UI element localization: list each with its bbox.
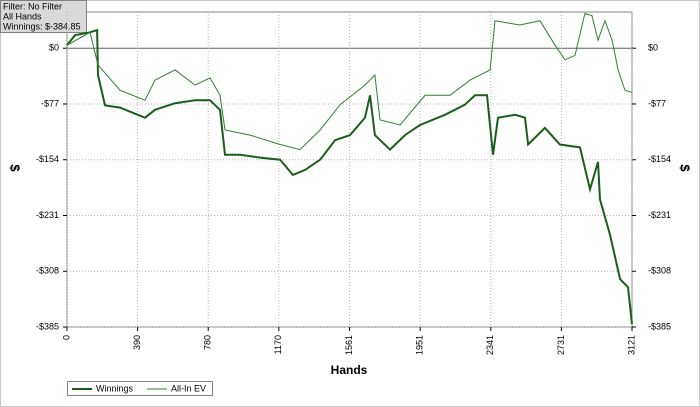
y-tick-label: $0 [49, 43, 59, 53]
legend-label: All-In EV [171, 383, 206, 393]
x-tick-label: 780 [203, 335, 213, 350]
info-text: All Hands [3, 11, 42, 21]
x-tick-label: 1951 [415, 335, 425, 355]
x-tick-label: 2341 [485, 335, 495, 355]
x-tick-label: 1170 [273, 335, 283, 354]
y-tick-label: -$231 [36, 210, 59, 220]
y2-tick-label: -$154 [648, 154, 671, 164]
x-tick-label: 390 [132, 335, 142, 350]
series-line [66, 28, 633, 325]
x-axis-label: Hands [331, 363, 368, 377]
x-tick-label: 0 [61, 335, 71, 340]
y-tick-label: -$308 [36, 266, 59, 276]
series-line [66, 12, 633, 151]
legend-label: Winnings [96, 383, 134, 393]
y2-tick-label: -$308 [648, 266, 671, 276]
x-tick-label: 3121 [626, 335, 636, 355]
x-tick-label: 2731 [556, 335, 566, 355]
y2-tick-label: -$77 [648, 98, 666, 108]
legend [67, 381, 213, 396]
y2-tick-label: $0 [648, 43, 658, 53]
y-tick-label: -$385 [36, 321, 59, 331]
info-text: Filter: No Filter [3, 1, 62, 11]
y2-tick-label: -$385 [648, 321, 671, 331]
y-tick-label: -$77 [41, 98, 59, 108]
y2-tick-label: -$231 [648, 210, 671, 220]
info-box [0, 0, 87, 33]
x-tick-label: 1561 [344, 335, 354, 355]
y2-axis-label: $ [678, 164, 693, 172]
y-axis-label: $ [8, 164, 23, 172]
y-tick-label: -$154 [36, 154, 59, 164]
info-text: Winnings: $-384.85 [3, 21, 81, 31]
